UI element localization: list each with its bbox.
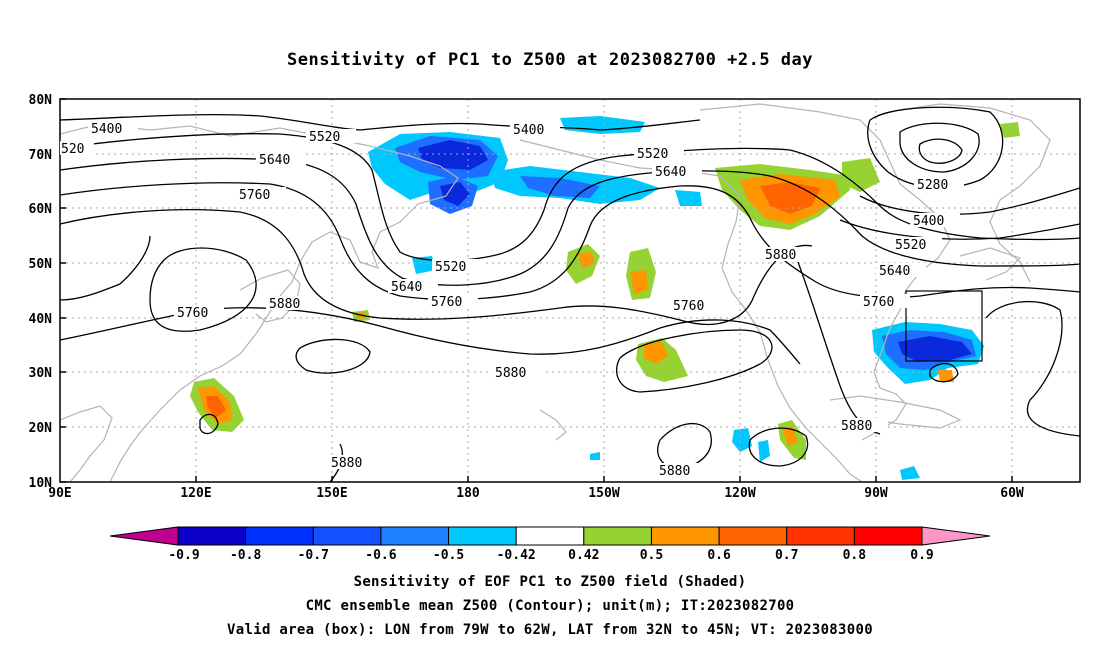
shade-orange	[782, 426, 798, 446]
colorbar-bin	[380, 526, 450, 546]
colorbar-bin	[786, 526, 855, 546]
contour-label: 5520	[309, 130, 340, 145]
lon-label: 180	[456, 486, 480, 501]
caption-shaded: Sensitivity of EOF PC1 to Z500 field (Sh…	[353, 574, 747, 590]
contour-label: 5880	[331, 456, 362, 471]
colorbar-label: -0.42	[497, 548, 536, 563]
colorbar-bin	[853, 526, 923, 546]
lat-label: 10N	[29, 476, 53, 491]
shade-blue-light	[900, 466, 920, 480]
contour-label: 5760	[177, 306, 208, 321]
shade-orange	[938, 370, 954, 382]
colorbar: -0.9 -0.8 -0.7 -0.6 -0.5 -0.42 0.42 0.5 0.6 0.7 0.…	[109, 526, 991, 563]
lat-label: 30N	[29, 366, 53, 381]
colorbar-bin	[583, 526, 652, 546]
valid-area-box	[905, 290, 983, 362]
shade-blue-dark	[898, 336, 972, 362]
contour-label: 5880	[841, 419, 872, 434]
shade-orange-dark	[206, 396, 226, 418]
lon-label: 120E	[180, 486, 211, 501]
contour-label: 5880	[495, 366, 526, 381]
shade-orange	[578, 252, 594, 268]
lon-label: 90W	[864, 486, 888, 501]
colorbar-bin	[177, 526, 247, 546]
lon-label: 90E	[48, 486, 71, 501]
caption-valid-area: Valid area (box): LON from 79W to 62W, L…	[227, 622, 873, 638]
colorbar-above-triangle	[921, 526, 991, 546]
contour-label: 520	[61, 142, 84, 157]
colorbar-label: 0.42	[568, 548, 599, 563]
contour-label: 5520	[637, 147, 668, 162]
colorbar-label: -0.5	[433, 548, 464, 563]
colorbar-bin	[515, 526, 585, 546]
contour-label: 5760	[431, 295, 462, 310]
shade-orange	[644, 342, 668, 364]
contour-label: 5520	[435, 260, 466, 275]
contour-label: 5640	[655, 165, 686, 180]
shade-blue-light	[732, 428, 752, 452]
contour-label: 5760	[863, 295, 894, 310]
colorbar-label: -0.7	[298, 548, 329, 563]
shade-green	[1000, 122, 1020, 138]
lat-label: 60N	[29, 202, 53, 217]
shade-blue-light	[590, 452, 600, 460]
shade-blue-light	[758, 440, 770, 462]
contour-label: 5520	[895, 238, 926, 253]
contour-label: 5640	[391, 280, 422, 295]
lon-label: 150W	[588, 486, 619, 501]
contour-label: 5400	[91, 122, 122, 137]
colorbar-label: -0.9	[168, 548, 199, 563]
contour-label: 5880	[765, 248, 796, 263]
shade-blue-dark	[440, 182, 470, 206]
contour-label: 5760	[239, 188, 270, 203]
shade-green	[842, 158, 880, 192]
lat-label: 70N	[29, 148, 53, 163]
colorbar-bin	[312, 526, 382, 546]
contour-label: 5640	[259, 153, 290, 168]
shade-blue-light	[675, 190, 702, 206]
colorbar-label: 0.5	[640, 548, 663, 563]
lat-label: 40N	[29, 312, 53, 327]
lon-label: 120W	[724, 486, 755, 501]
colorbar-label: -0.6	[365, 548, 396, 563]
colorbar-bin	[245, 526, 314, 546]
contour-label: 5400	[913, 214, 944, 229]
lon-label: 150E	[316, 486, 347, 501]
shade-blue-dark	[418, 140, 488, 170]
contour-label: 5280	[917, 178, 948, 193]
lat-label: 20N	[29, 421, 53, 436]
lat-label: 80N	[29, 93, 53, 108]
shade-blue-light	[560, 116, 645, 134]
lon-labels: 90E 120E 150E 180 150W 120W 90W 60W	[48, 486, 1024, 501]
colorbar-label: 0.9	[910, 548, 933, 563]
lat-labels: 80N 70N 60N 50N 40N 30N 20N 10N	[29, 93, 53, 491]
lon-label: 60W	[1000, 486, 1024, 501]
chart-title: Sensitivity of PC1 to Z500 at 2023082700…	[286, 50, 813, 70]
colorbar-bin	[650, 526, 720, 546]
contour-label: 5400	[513, 123, 544, 138]
contour-label: 5640	[879, 264, 910, 279]
contour-label: 5880	[659, 464, 690, 479]
axis-ticks	[60, 98, 1013, 483]
colorbar-bin	[718, 526, 788, 546]
colorbar-below-triangle	[109, 526, 179, 546]
caption-contour: CMC ensemble mean Z500 (Contour); unit(m…	[305, 598, 795, 614]
contour-labels: 5400 520 5520 5400 5640 5760 5520 5640 5…	[60, 121, 964, 479]
colorbar-bin	[448, 526, 517, 546]
shade-orange	[630, 270, 648, 294]
shaded-sensitivity	[190, 116, 1020, 480]
z500-contours	[60, 106, 1080, 482]
colorbar-label: -0.8	[230, 548, 261, 563]
colorbar-label: 0.6	[707, 548, 731, 563]
map-frame	[59, 98, 1081, 483]
contour-label: 5760	[673, 299, 704, 314]
colorbar-label: 0.8	[843, 548, 867, 563]
colorbar-label: 0.7	[775, 548, 798, 563]
contour-label: 5880	[269, 297, 300, 312]
lat-label: 50N	[29, 257, 53, 272]
